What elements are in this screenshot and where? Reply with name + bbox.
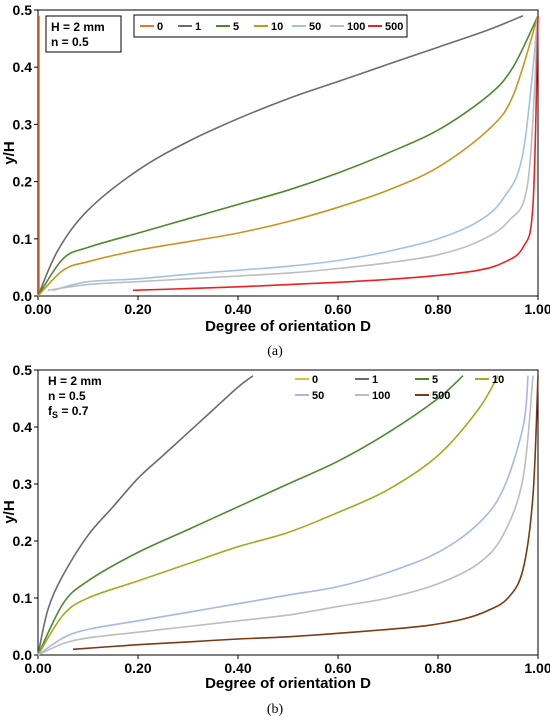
- legend-label-10: 10: [271, 21, 283, 33]
- series-line-5: [37, 15, 539, 297]
- legend-label-1: 1: [195, 21, 201, 33]
- legend-label-0: 0: [312, 374, 318, 386]
- y-tick-label: 0.5: [13, 2, 33, 18]
- legend-label-5: 5: [233, 21, 239, 33]
- x-tick-label: 0.60: [324, 301, 351, 317]
- x-tick-label: 0.60: [324, 660, 351, 676]
- legend: 0 1 5 10 50 100 500: [295, 374, 504, 402]
- legend-label-10: 10: [492, 374, 504, 386]
- legend-label-100: 100: [372, 390, 390, 402]
- y-tick-label: 0.4: [13, 59, 33, 75]
- legend-label-100: 100: [347, 21, 365, 33]
- series-line-1: [37, 375, 254, 656]
- x-axis-label: Degree of orientation D: [205, 675, 371, 692]
- y-tick-label: 0.1: [13, 231, 33, 247]
- series-line-5: [37, 375, 464, 656]
- x-tick-label: 0.00: [24, 301, 51, 317]
- x-axis-ticks: 0.00 0.20 0.40 0.60 0.80 1.00: [24, 655, 550, 676]
- series-line-500: [132, 15, 539, 292]
- param-text: fS = 0.7: [48, 404, 89, 420]
- series-line-500: [72, 375, 539, 651]
- legend-label-1: 1: [372, 374, 378, 386]
- y-tick-label: 0.1: [13, 590, 33, 606]
- param-text: n = 0.5: [48, 389, 86, 403]
- param-text: n = 0.5: [51, 35, 89, 49]
- y-tick-label: 0.0: [13, 288, 33, 304]
- series-lines: [37, 14, 539, 297]
- legend-label-5: 5: [432, 374, 438, 386]
- y-axis-label: y/H: [1, 500, 18, 523]
- y-axis-label: y/H: [1, 141, 18, 164]
- legend-box: [133, 14, 408, 38]
- y-axis-ticks: 0.0 0.1 0.2 0.3 0.4 0.5: [13, 362, 38, 663]
- x-tick-label: 0.20: [124, 660, 151, 676]
- legend-label-50: 50: [312, 390, 324, 402]
- y-tick-label: 0.3: [13, 476, 33, 492]
- legend-label-500: 500: [432, 390, 450, 402]
- param-text: H = 2 mm: [51, 20, 105, 34]
- legend-label-0: 0: [157, 21, 163, 33]
- y-tick-label: 0.0: [13, 647, 33, 663]
- x-tick-label: 0.80: [424, 301, 451, 317]
- x-tick-label: 0.20: [124, 301, 151, 317]
- series-line-10: [37, 375, 499, 656]
- y-tick-label: 0.2: [13, 174, 33, 190]
- y-tick-label: 0.5: [13, 362, 33, 378]
- legend-label-50: 50: [309, 21, 321, 33]
- series-line-50: [52, 15, 539, 292]
- series-line-50: [37, 375, 529, 656]
- x-tick-label: 1.00: [524, 301, 550, 317]
- y-tick-label: 0.2: [13, 533, 33, 549]
- y-axis-ticks: 0.0 0.1 0.2 0.3 0.4 0.5: [13, 2, 38, 304]
- series-line-1: [37, 14, 524, 297]
- y-tick-label: 0.4: [13, 419, 33, 435]
- x-tick-label: 0.40: [224, 660, 251, 676]
- params-box: [45, 15, 122, 53]
- x-tick-label: 0.80: [424, 660, 451, 676]
- series-lines: [37, 375, 539, 656]
- x-axis-ticks: 0.00 0.20 0.40 0.60 0.80 1.00: [24, 296, 550, 317]
- x-tick-label: 0.40: [224, 301, 251, 317]
- legend: 0 1 5 10 50 100 500: [140, 21, 403, 33]
- series-line-10: [37, 15, 539, 297]
- plot-frame: [37, 369, 539, 656]
- series-line-100: [47, 15, 539, 292]
- x-tick-label: 0.00: [24, 660, 51, 676]
- chart-panel-a: 0.00 0.20 0.40 0.60 0.80 1.00 0.00.10.20.30.4…: [1, 2, 550, 359]
- plot-frame: [37, 9, 539, 297]
- x-axis-label: Degree of orientation D: [205, 318, 371, 335]
- panel-label: (a): [267, 344, 283, 359]
- legend-label-500: 500: [385, 21, 403, 33]
- y-tick-label: 0.3: [13, 116, 33, 132]
- x-tick-label: 1.00: [524, 660, 550, 676]
- panel-label: (b): [267, 702, 284, 717]
- series-line-100: [37, 375, 534, 656]
- param-text: H = 2 mm: [48, 374, 102, 388]
- chart-panel-b: 0.00 0.20 0.40 0.60 0.80 1.00 0.00.10.20.30.4…: [1, 362, 550, 717]
